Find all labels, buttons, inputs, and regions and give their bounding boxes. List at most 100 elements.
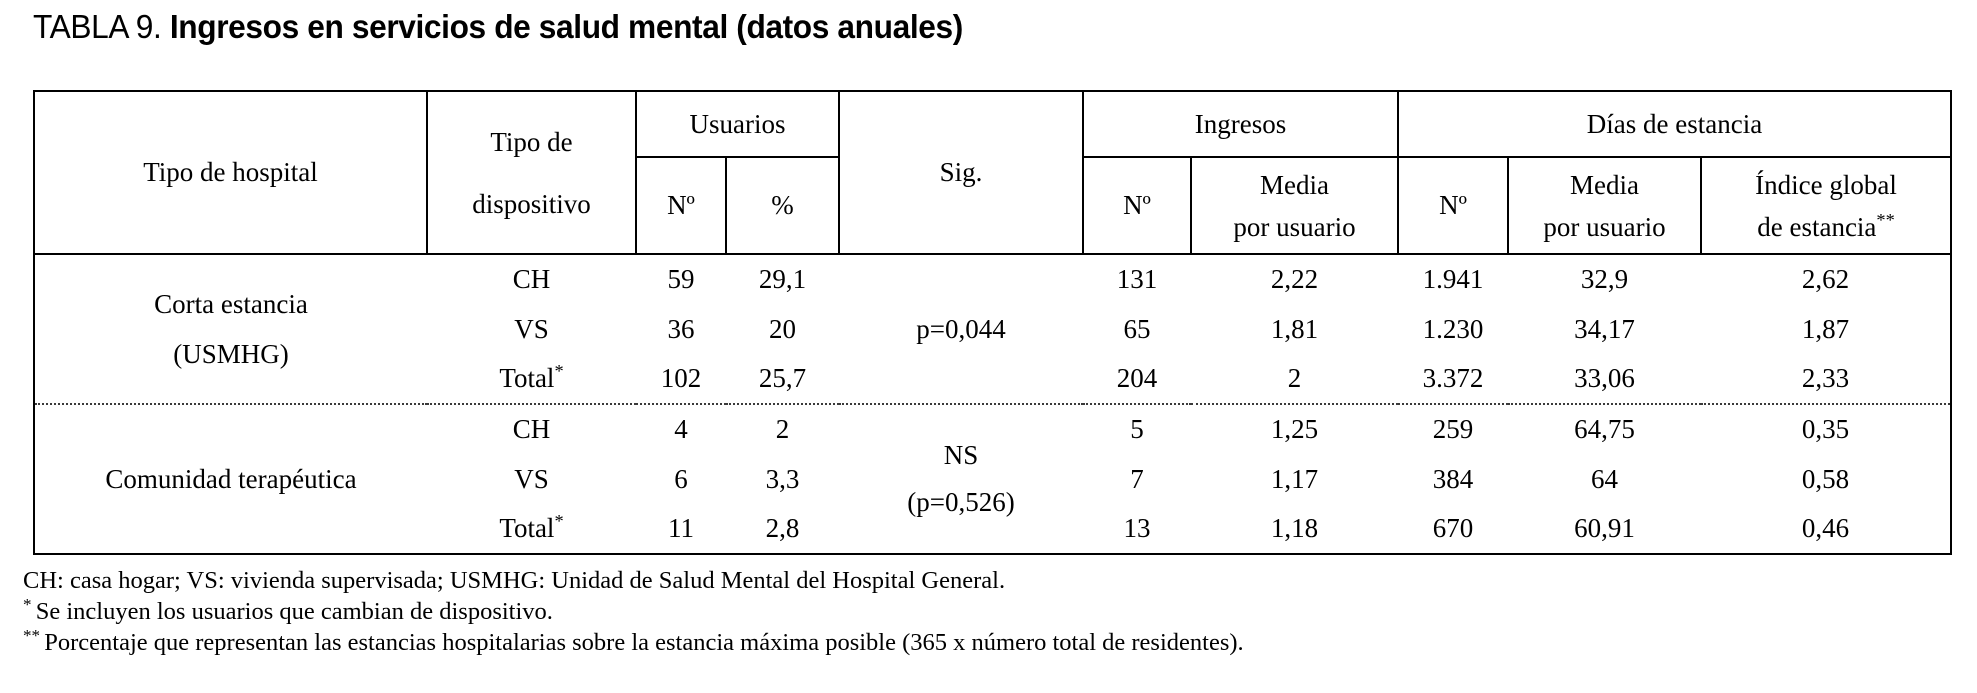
header-tipo-dispositivo-line1: Tipo de — [490, 126, 573, 157]
hospital-name-line1: Comunidad terapéutica — [105, 464, 357, 494]
cell-hospital-group1: Corta estancia (USMHG) — [34, 254, 427, 404]
header-ingresos-media: Media por usuario — [1189, 156, 1400, 255]
footnote-text: Porcentaje que representan las estancias… — [44, 629, 1244, 656]
header-tipo-dispositivo: Tipo de dispositivo — [426, 90, 637, 255]
cell-indice: 1,87 — [1801, 313, 1850, 344]
footnote-marker: ** — [23, 625, 45, 645]
device-footnote-marker: * — [554, 511, 564, 531]
cell-ingresos-n: 7 — [1130, 463, 1144, 494]
table-row: Total* 102 25,7 204 2 3.372 33,06 2,33 — [34, 354, 1951, 404]
cell-indice: 0,35 — [1701, 403, 1952, 454]
cell-usuarios-n: 11 — [668, 513, 694, 543]
device-footnote-marker: * — [554, 361, 564, 381]
sig-value-line1: p=0,044 — [916, 313, 1006, 344]
cell-usuarios-pct: 20 — [769, 313, 796, 344]
data-table: Tipo de hospital Tipo de dispositivo Usu… — [33, 90, 1953, 555]
header-indice-global-line2: de estancia** — [1702, 206, 1950, 248]
header-ingresos-media-line2: por usuario — [1233, 211, 1356, 242]
device-label: CH — [512, 264, 551, 294]
cell-usuarios-pct: 25,7 — [758, 363, 807, 393]
cell-dias-media: 60,91 — [1574, 513, 1635, 543]
sig-value-line2: (p=0,526) — [907, 487, 1015, 517]
cell-ingresos-n: 13 — [1123, 513, 1151, 543]
cell-dias-n: 3.372 — [1422, 363, 1484, 393]
cell-dias-media: 33,06 — [1574, 363, 1635, 393]
cell-ingresos-n: 204 — [1116, 363, 1158, 393]
cell-usuarios-n: 4 — [636, 403, 726, 454]
cell-device: CH — [427, 254, 636, 304]
cell-indice: 0,46 — [1801, 513, 1850, 543]
cell-usuarios-pct: 3,3 — [765, 463, 800, 494]
table-row: Corta estancia (USMHG) CH 59 29,1 p=0,04… — [34, 254, 1951, 369]
cell-dias-n: 670 — [1432, 513, 1474, 543]
cell-usuarios-pct: 2,8 — [765, 513, 800, 543]
cell-dias-n: 1.230 — [1422, 313, 1484, 344]
device-label: VS — [514, 313, 549, 344]
cell-ingresos-media: 1,17 — [1270, 463, 1319, 494]
footnotes: CH: casa hogar; VS: vivienda supervisada… — [23, 565, 1244, 658]
table-title-text: Ingresos en servicios de salud mental (d… — [169, 8, 963, 45]
device-label: Total — [499, 513, 555, 543]
header-sig: Sig. — [838, 90, 1084, 255]
cell-sig-group1: p=0,044 — [839, 254, 1083, 404]
table-row: VS 6 3,3 7 1,17 384 64 0,58 — [34, 454, 1951, 504]
header-tipo-dispositivo-line2: dispositivo — [472, 188, 591, 219]
footnote-double-asterisk: ** Porcentaje que representan las estanc… — [23, 627, 1244, 658]
header-tipo-hospital: Tipo de hospital — [33, 90, 428, 255]
table-number-label: TABLA 9. — [33, 8, 162, 45]
header-dias-n: Nº — [1397, 156, 1510, 255]
header-indice-global-line1: Índice global — [1755, 169, 1897, 200]
header-group-ingresos: Ingresos — [1081, 90, 1400, 158]
device-label: Total — [499, 363, 555, 393]
header-group-usuarios: Usuarios — [635, 90, 840, 158]
cell-ingresos-media: 1,18 — [1270, 513, 1319, 543]
table-row: Comunidad terapéutica CH 4 2 NS (p=0,526… — [34, 403, 1952, 554]
footnote-marker: * — [23, 594, 36, 614]
footnote-text: CH: casa hogar; VS: vivienda supervisada… — [23, 567, 1006, 594]
device-label: VS — [514, 463, 549, 494]
page-title: TABLA 9. Ingresos en servicios de salud … — [33, 8, 963, 46]
cell-usuarios-n: 36 — [667, 313, 695, 344]
cell-ingresos-media: 2 — [1287, 363, 1302, 393]
header-dias-media-line1: Media — [1570, 169, 1639, 200]
hospital-name-line2: (USMHG) — [173, 339, 289, 369]
cell-hospital-group2: Comunidad terapéutica — [34, 403, 427, 554]
cell-usuarios-n: 59 — [667, 264, 695, 294]
cell-device: Total* — [427, 354, 636, 404]
cell-usuarios-n: 102 — [660, 363, 702, 393]
cell-device: CH — [427, 403, 636, 454]
header-ingresos-media-line1: Media — [1260, 169, 1329, 200]
header-ingresos-n: Nº — [1082, 156, 1192, 255]
header-dias-media-line2: por usuario — [1543, 211, 1666, 242]
cell-dias-media: 34,17 — [1574, 313, 1635, 344]
header-usuarios-n: Nº — [635, 156, 727, 255]
sig-value-line1: NS — [943, 440, 979, 470]
cell-sig-group2: NS (p=0,526) — [839, 403, 1083, 554]
cell-ingresos-n: 65 — [1123, 313, 1151, 344]
cell-dias-media: 32,9 — [1580, 264, 1629, 294]
cell-device: Total* — [427, 504, 636, 554]
cell-ingresos-n: 131 — [1116, 264, 1158, 294]
device-label: CH — [512, 414, 551, 444]
header-group-dias-estancia: Días de estancia — [1397, 90, 1953, 158]
table-row: Total* 11 2,8 13 1,18 670 60,91 0,46 — [34, 504, 1951, 554]
header-usuarios-pct: % — [725, 156, 840, 255]
cell-indice: 0,58 — [1801, 463, 1850, 494]
cell-dias-media: 64 — [1591, 463, 1619, 494]
cell-indice: 2,62 — [1801, 264, 1850, 294]
cell-usuarios-n: 6 — [674, 463, 688, 494]
cell-ingresos-media: 1,81 — [1270, 313, 1319, 344]
cell-dias-n: 1.941 — [1422, 264, 1484, 294]
header-indice-global: Índice global de estancia** — [1700, 156, 1953, 255]
footnote-single-asterisk: * Se incluyen los usuarios que cambian d… — [23, 596, 1244, 627]
cell-usuarios-pct: 2 — [726, 403, 839, 454]
cell-dias-n: 384 — [1432, 463, 1474, 494]
cell-ingresos-media: 1,25 — [1191, 403, 1399, 454]
hospital-name-line1: Corta estancia — [154, 289, 308, 319]
header-indice-global-line2-text: de estancia — [1757, 211, 1877, 242]
cell-device: VS — [427, 304, 636, 354]
cell-ingresos-n: 5 — [1083, 403, 1191, 454]
cell-usuarios-pct: 29,1 — [758, 264, 807, 294]
cell-dias-n: 259 — [1398, 403, 1509, 454]
